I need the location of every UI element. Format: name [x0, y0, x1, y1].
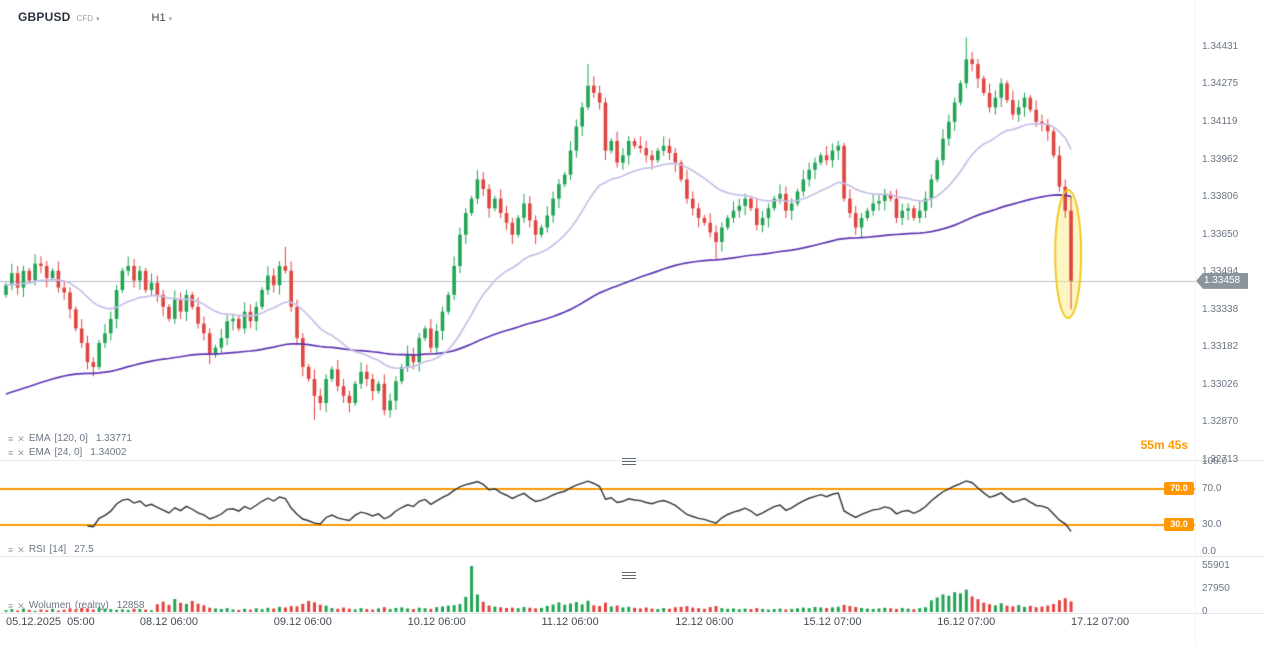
- timeframe-dropdown-caret-icon: ▾: [168, 16, 173, 23]
- panel-separator-rsi-volume[interactable]: [0, 556, 1264, 557]
- rsi-value: 27.5: [74, 544, 94, 555]
- ema-slow-legend: ≡ ✕ EMA [120, 0] 1.33771: [8, 433, 132, 444]
- time-axis-label: 15.12 07:00: [803, 616, 862, 628]
- rsi-level-badge: 70.0: [1164, 482, 1194, 495]
- price-axis-label: 1.33026: [1202, 378, 1239, 390]
- rsi-axis-label: 0.0: [1202, 546, 1216, 557]
- ema-fast-value: 1.34002: [90, 447, 127, 458]
- time-axis-label: 05.12.2025 05:00: [6, 616, 95, 628]
- price-axis-label: 1.34431: [1202, 41, 1239, 52]
- rsi-legend: ≡ ✕ RSI [14] 27.5: [8, 544, 94, 555]
- timeframe-selector[interactable]: H1 ▾: [152, 12, 173, 24]
- rsi-axis-label: 100.0: [1202, 456, 1228, 467]
- volume-axis-label: 0: [1202, 606, 1208, 617]
- indicator-settings-icon[interactable]: ≡: [8, 447, 14, 458]
- time-axis-label: 09.12 06:00: [273, 616, 332, 628]
- rsi-name: RSI: [28, 544, 46, 555]
- current-price-badge: 1.33458: [1196, 272, 1248, 289]
- ema-slow-value: 1.33771: [95, 433, 132, 444]
- price-axis-separator: [1195, 0, 1196, 647]
- price-axis-label: 1.33806: [1202, 191, 1239, 203]
- symbol-name: GBPUSD: [18, 10, 71, 24]
- rsi-params: [14]: [49, 544, 67, 555]
- price-axis-label: 1.34275: [1202, 78, 1239, 90]
- rsi-panel-resize-handle[interactable]: [622, 458, 636, 465]
- volume-value: 12858: [116, 600, 145, 611]
- volume-params: (realny): [74, 600, 109, 611]
- price-axis-label: 1.33182: [1202, 341, 1239, 353]
- price-axis-label: 1.33494: [1202, 266, 1239, 278]
- ema-fast-params: [24, 0]: [54, 447, 83, 458]
- time-axis-label: 11.12 06:00: [541, 616, 599, 628]
- indicator-settings-icon[interactable]: ≡: [8, 544, 14, 555]
- time-axis-label: 16.12 07:00: [937, 616, 996, 628]
- ema-slow-params: [120, 0]: [54, 433, 88, 444]
- symbol-dropdown-caret-icon[interactable]: ▾: [96, 16, 100, 23]
- time-axis-label: 10.12 06:00: [407, 616, 466, 628]
- ema-slow-name: EMA: [28, 433, 51, 444]
- price-axis-label: 1.33338: [1202, 303, 1239, 315]
- rsi-axis-label: 30.0: [1202, 519, 1222, 530]
- ema-fast-legend: ≡ ✕ EMA [24, 0] 1.34002: [8, 447, 126, 458]
- ema-fast-name: EMA: [28, 447, 51, 458]
- indicator-close-icon[interactable]: ✕: [17, 433, 25, 444]
- indicator-close-icon[interactable]: ✕: [17, 447, 25, 458]
- volume-name: Wolumen: [28, 600, 71, 611]
- volume-panel-resize-handle[interactable]: [622, 572, 636, 579]
- price-axis-label: 1.33962: [1202, 153, 1239, 165]
- indicator-settings-icon[interactable]: ≡: [8, 600, 14, 611]
- indicator-close-icon[interactable]: ✕: [17, 544, 25, 555]
- price-axis-label: 1.33650: [1202, 228, 1239, 240]
- price-axis-label: 1.32870: [1202, 416, 1239, 428]
- time-axis-label: 12.12 06:00: [675, 616, 734, 628]
- rsi-axis-label: 70.0: [1202, 483, 1222, 494]
- indicator-settings-icon[interactable]: ≡: [8, 433, 14, 444]
- indicator-close-icon[interactable]: ✕: [17, 600, 25, 611]
- panel-separator-volume-timeaxis: [0, 613, 1264, 614]
- rsi-level-badge: 30.0: [1164, 518, 1194, 531]
- volume-axis-label: 27950: [1202, 583, 1230, 594]
- candle-countdown-timer: 55m 45s: [1140, 438, 1188, 452]
- price-axis-label: 1.32713: [1202, 453, 1239, 465]
- price-axis-label: 1.34119: [1202, 115, 1238, 127]
- timeframe-label: H1: [151, 12, 166, 24]
- volume-legend: ≡ ✕ Wolumen (realny) 12858: [8, 600, 145, 611]
- price-chart-canvas[interactable]: [0, 0, 1195, 647]
- instrument-header: GBPUSD CFD ▾ H1 ▾: [18, 10, 172, 24]
- time-axis-label: 08.12 06:00: [139, 616, 198, 628]
- volume-axis-label: 55901: [1202, 560, 1230, 571]
- instrument-type-label: CFD: [76, 14, 93, 23]
- time-axis-label: 17.12 07:00: [1071, 616, 1130, 628]
